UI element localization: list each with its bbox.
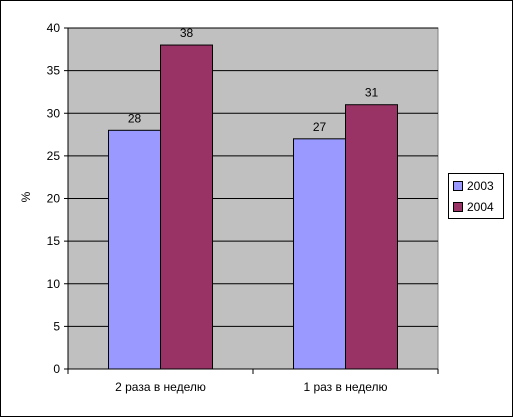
data-label: 27 (313, 120, 327, 134)
y-axis-ticks: 0 5 10 15 20 25 30 35 40 (47, 21, 69, 376)
legend-item-2004: 2004 (453, 200, 494, 214)
bar-2004-0 (160, 44, 213, 370)
x-tick-label: 2 раза в неделю (115, 380, 206, 394)
y-tick-label: 20 (47, 192, 61, 206)
legend-swatch-2003 (453, 181, 463, 191)
legend-item-2003: 2003 (453, 179, 494, 193)
bar-2003-1 (293, 138, 346, 370)
legend-label-2004: 2004 (467, 200, 494, 214)
y-tick-label: 40 (47, 21, 61, 35)
bar-2004-1 (345, 104, 398, 370)
y-tick-label: 0 (53, 362, 60, 376)
x-tick-label: 1 раз в неделю (303, 380, 387, 394)
data-label: 28 (128, 111, 142, 125)
y-tick-label: 30 (47, 106, 61, 120)
bars (108, 44, 398, 370)
data-labels: 28 38 27 31 (128, 26, 379, 134)
y-tick-label: 25 (47, 149, 61, 163)
legend-swatch-2004 (453, 202, 463, 212)
y-tick-label: 15 (47, 234, 61, 248)
legend: 2003 2004 (448, 173, 504, 219)
bar-2003-0 (108, 129, 161, 370)
y-tick-label: 10 (47, 277, 61, 291)
y-tick-label: 35 (47, 64, 61, 78)
y-tick-label: 5 (53, 319, 60, 333)
data-label: 31 (365, 86, 379, 100)
y-axis-label: % (19, 191, 33, 202)
legend-label-2003: 2003 (467, 179, 494, 193)
data-label: 38 (180, 26, 194, 40)
x-axis-ticks: 2 раза в неделю 1 раз в неделю (67, 368, 439, 394)
